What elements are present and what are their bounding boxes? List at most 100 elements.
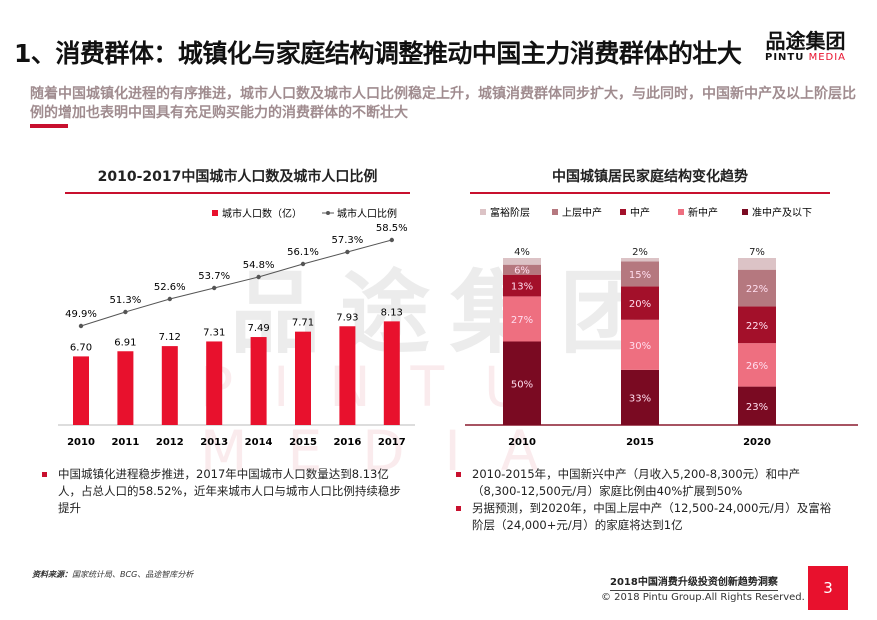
stack-segment [621, 369, 659, 425]
line-label: 51.3% [110, 295, 142, 306]
x-tick-label: 2011 [111, 437, 139, 448]
line-point [256, 274, 261, 280]
line-label: 53.7% [198, 271, 230, 282]
right-notes: 2010-2015年，中国新兴中产（月收入5,200-8,300元）和中产（8,… [454, 466, 834, 534]
page-title: 1、消费群体：城镇化与家庭结构调整推动中国主力消费群体的壮大 [14, 39, 742, 68]
legend-label: 新中产 [688, 206, 718, 219]
legend-label: 准中产及以下 [752, 206, 812, 219]
logo-en1: PINTU [765, 52, 805, 63]
bar-label: 7.49 [247, 323, 269, 334]
logo-en2: MEDIA [808, 52, 846, 63]
line-label: 52.6% [154, 282, 186, 293]
line-label: 54.8% [243, 260, 275, 271]
logo: 品途集团 PINTU MEDIA [765, 30, 846, 63]
bar-label: 6.70 [70, 342, 92, 353]
line-label: 57.3% [332, 235, 364, 246]
legend-label: 富裕阶层 [490, 206, 530, 219]
ratio-line [80, 239, 392, 327]
stack-segment [621, 258, 659, 262]
x-tick-label: 2016 [333, 437, 361, 448]
left-notes: 中国城镇化进程稳步推进，2017年中国城市人口数量达到8.13亿人，占总人口的5… [40, 466, 410, 517]
report-title: 2018中国消费升级投资创新趋势洞察 [610, 573, 778, 591]
x-tick-label: 2020 [743, 437, 771, 448]
right-chart-title: 中国城镇居民家庭结构变化趋势 [470, 166, 830, 194]
segment-label: 20% [629, 299, 651, 310]
legend-swatch [742, 209, 748, 215]
stack-segment [621, 319, 659, 370]
line-point [389, 237, 394, 243]
stack-segment [738, 306, 776, 344]
line-point [167, 296, 172, 302]
accent-bar [30, 124, 68, 128]
bar [206, 341, 223, 425]
stack-segment [738, 386, 776, 425]
x-tick-label: 2014 [245, 437, 273, 448]
legend-swatch [678, 209, 684, 215]
legend-swatch-bar [212, 210, 218, 216]
bar [383, 321, 400, 425]
page-number: 3 [808, 566, 848, 610]
bar-label: 7.31 [203, 327, 225, 338]
note-item: 中国城镇化进程稳步推进，2017年中国城市人口数量达到8.13亿人，占总人口的5… [40, 466, 410, 517]
bar [250, 337, 267, 425]
bar-label: 7.71 [292, 318, 314, 329]
segment-label: 26% [746, 361, 768, 372]
note-item: 另据预测，到2020年，中国上层中产（12,500-24,000元/月）及富裕阶… [454, 500, 834, 534]
line-label: 58.5% [376, 223, 408, 234]
stack-segment [503, 274, 541, 297]
stack-segment [738, 269, 776, 307]
segment-label: 30% [629, 341, 651, 352]
bar-label: 7.12 [159, 332, 181, 343]
bar [161, 346, 178, 425]
stack-segment [503, 296, 541, 342]
line-point [212, 285, 217, 291]
segment-label: 23% [746, 402, 768, 413]
segment-label: 7% [749, 247, 765, 258]
subtitle: 随着中国城镇化进程的有序推进，城市人口数及城市人口比例稳定上升，城镇消费群体同步… [30, 86, 856, 121]
copyright: © 2018 Pintu Group.All Rights Reserved. [601, 592, 805, 603]
x-tick-label: 2010 [508, 437, 536, 448]
line-label: 56.1% [287, 247, 319, 258]
bar-label: 8.13 [381, 307, 403, 318]
legend-label: 上层中产 [562, 206, 602, 219]
segment-label: 22% [746, 321, 768, 332]
x-tick-label: 2015 [626, 437, 654, 448]
stack-segment [503, 258, 541, 265]
stack-segment [503, 341, 541, 425]
source-text: 国家统计局、BCG、品途智库分析 [72, 570, 194, 579]
x-tick-label: 2015 [289, 437, 317, 448]
bar [117, 351, 134, 425]
x-tick-label: 2013 [200, 437, 228, 448]
line-point [300, 261, 306, 267]
bar-label: 7.93 [336, 312, 358, 323]
bar [339, 326, 356, 425]
segment-label: 2% [632, 247, 648, 258]
segment-label: 15% [629, 270, 651, 281]
stack-segment [503, 264, 541, 275]
segment-label: 50% [511, 379, 533, 390]
legend-label-line: 城市人口比例 [337, 207, 397, 220]
legend-swatch [480, 209, 486, 215]
legend-marker-line [326, 211, 330, 215]
x-tick-label: 2017 [378, 437, 406, 448]
legend-label: 中产 [630, 206, 650, 219]
line-point [123, 309, 128, 315]
line-point [78, 323, 84, 329]
population-chart: 城市人口数（亿） 城市人口比例 6.70 2010 6.91 2011 7.12 2012 7.… [58, 207, 415, 448]
segment-label: 6% [514, 266, 530, 277]
bar-label: 6.91 [114, 337, 136, 348]
stack-segment [621, 286, 659, 320]
source: 资料来源：国家统计局、BCG、品途智库分析 [32, 569, 193, 580]
stack-segment [621, 261, 659, 287]
x-tick-label: 2012 [156, 437, 184, 448]
legend-swatch [620, 209, 626, 215]
bar [73, 356, 89, 425]
line-label: 49.9% [65, 309, 97, 320]
bar [295, 331, 311, 425]
legend-label-bar: 城市人口数（亿） [222, 207, 302, 220]
segment-label: 4% [514, 247, 530, 258]
line-point [345, 249, 350, 255]
source-label: 资料来源： [32, 570, 72, 579]
segment-label: 33% [629, 393, 651, 404]
household-chart: 富裕阶层 上层中产 中产 新中产 准中产及以下 50% 27% 13% 6% 4% 2010 33% 3… [465, 206, 858, 448]
